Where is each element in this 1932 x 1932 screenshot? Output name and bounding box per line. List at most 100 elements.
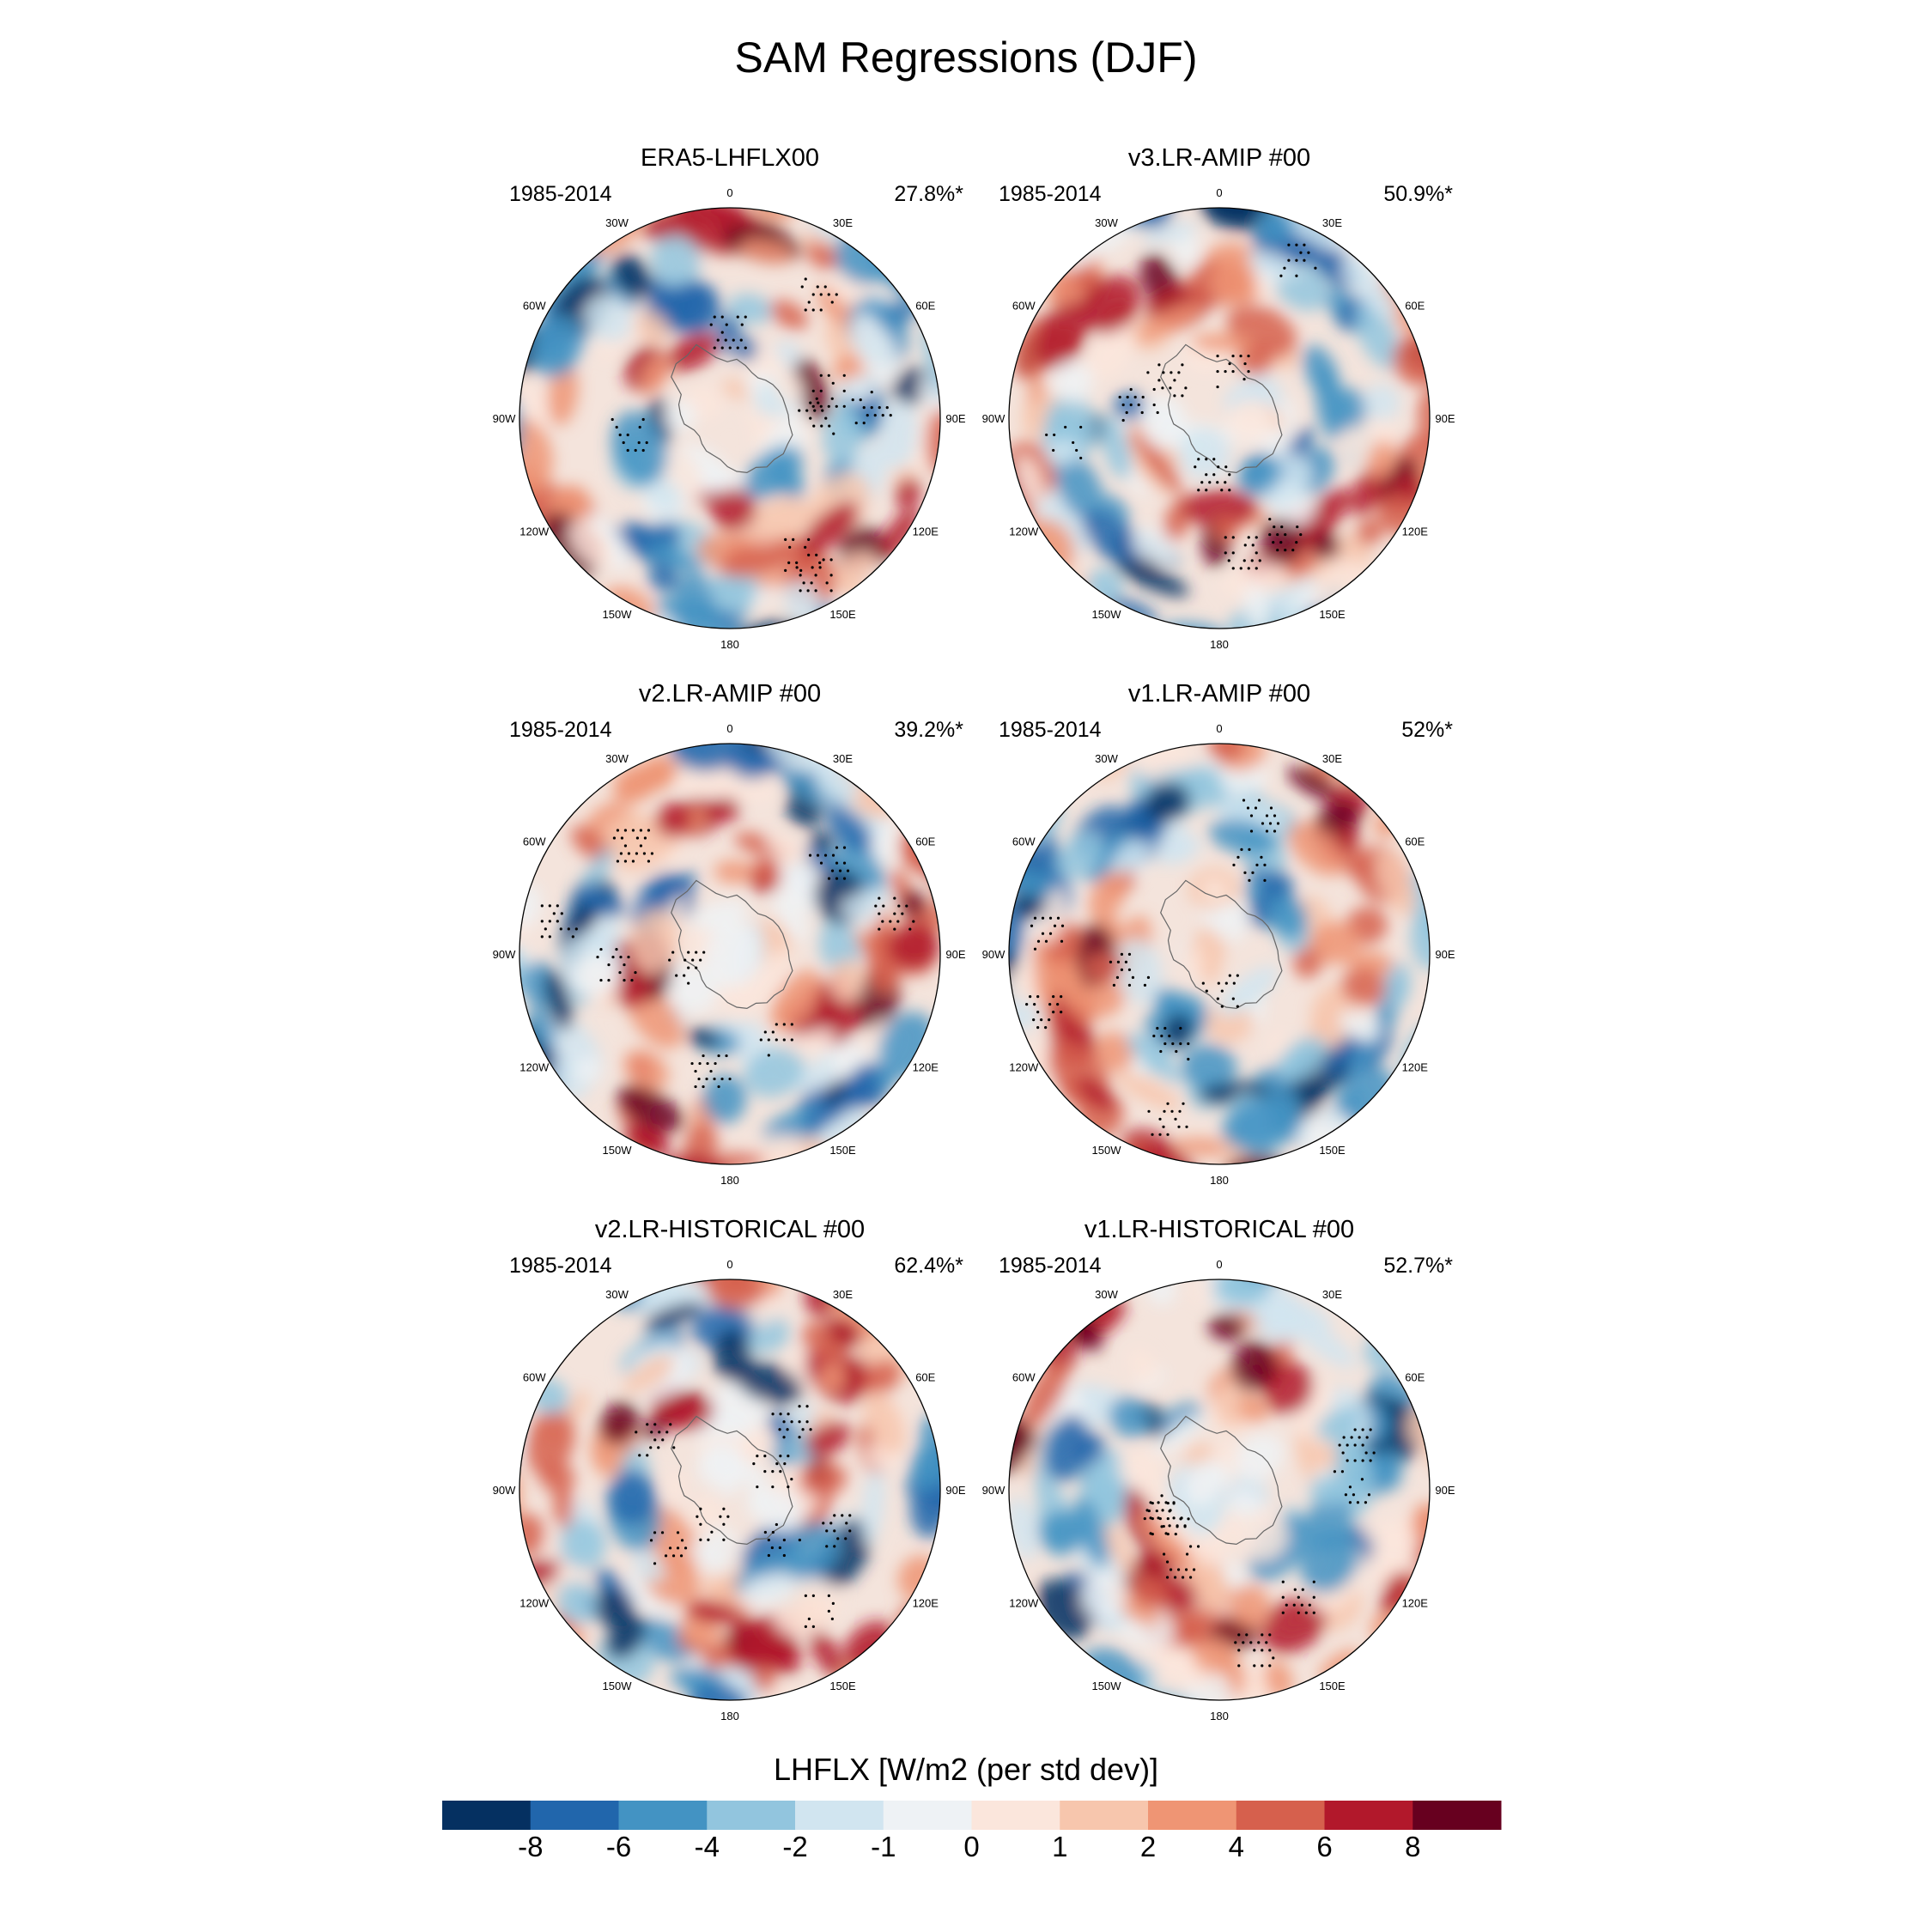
map-boundary <box>1008 743 1431 1165</box>
longitude-label: 120E <box>1402 526 1429 538</box>
longitude-label: 120W <box>1009 526 1039 538</box>
map-panel: ERA5-LHFLX00 1985-2014 27.8%* 0 30E 60E 90E… <box>464 144 996 651</box>
map-boundary <box>1008 207 1431 629</box>
longitude-label: 30W <box>1095 752 1118 765</box>
antarctica-coastline <box>671 343 793 474</box>
longitude-label: 30E <box>1322 1288 1342 1301</box>
panel-title: v1.LR-HISTORICAL #00 <box>1084 1216 1355 1243</box>
longitude-label: 60W <box>1012 835 1036 848</box>
longitude-label: 60W <box>1012 1371 1036 1384</box>
colorbar-tick-label: -4 <box>694 1831 720 1862</box>
panel-title: v2.LR-AMIP #00 <box>638 680 822 708</box>
longitude-label: 120E <box>1402 1597 1429 1610</box>
antarctica-coastline <box>671 1415 793 1546</box>
longitude-label: 30E <box>833 216 853 229</box>
colorbar-tick-label: 1 <box>1052 1831 1068 1862</box>
longitude-label: 120W <box>519 1597 550 1610</box>
longitude-label: 120W <box>1009 1061 1039 1074</box>
longitude-label: 90W <box>982 1484 1005 1497</box>
colorbar-tick-label: 8 <box>1405 1831 1421 1862</box>
longitude-label: 0 <box>1216 1258 1222 1271</box>
longitude-label: 0 <box>1216 186 1222 199</box>
longitude-label: 150E <box>829 1680 856 1692</box>
longitude-label: 120W <box>1009 1597 1039 1610</box>
map-boundary <box>519 1279 941 1701</box>
colorbar-tick-label: -2 <box>782 1831 808 1862</box>
colorbar-segment <box>618 1801 708 1830</box>
period-label: 1985-2014 <box>999 718 1102 742</box>
colorbar-segment <box>1148 1801 1237 1830</box>
longitude-label: 180 <box>1210 638 1229 651</box>
longitude-label: 180 <box>720 638 739 651</box>
longitude-label: 180 <box>720 1174 739 1187</box>
colorbar-segment <box>530 1801 619 1830</box>
map-panel: v2.LR-AMIP #00 1985-2014 39.2%* 0 30E 60E 9… <box>464 680 996 1187</box>
polar-map: 0 30E 60E 90E 120E 150E 180 150W 120W 90W 60W 30W <box>982 722 1455 1187</box>
longitude-label: 0 <box>726 722 732 735</box>
antarctica-coastline <box>1160 1415 1283 1546</box>
map-panel: v1.LR-HISTORICAL #00 1985-2014 52.7%* 0 3… <box>953 1216 1485 1722</box>
period-label: 1985-2014 <box>999 182 1102 206</box>
polar-map: 0 30E 60E 90E 120E 150E 180 150W 120W 90W 60W 30W <box>493 186 966 651</box>
antarctica-coastline <box>1160 879 1283 1010</box>
longitude-label: 150E <box>829 608 856 621</box>
panel-title: v2.LR-HISTORICAL #00 <box>594 1216 866 1243</box>
antarctica-coastline <box>1160 343 1283 474</box>
variance-percent: 27.8%* <box>894 182 963 206</box>
longitude-label: 60E <box>1405 1371 1425 1384</box>
longitude-label: 60W <box>523 835 546 848</box>
longitude-label: 150E <box>1319 1144 1346 1157</box>
colorbar-segment <box>883 1801 972 1830</box>
colorbar-tick-label: 0 <box>963 1831 980 1862</box>
colorbar-segment <box>1060 1801 1149 1830</box>
longitude-label: 180 <box>1210 1710 1229 1722</box>
significance-stippling <box>1025 799 1280 1136</box>
longitude-label: 90E <box>1435 948 1455 961</box>
significance-stippling <box>1045 243 1317 570</box>
variance-percent: 50.9%* <box>1383 182 1453 206</box>
panel-title: v3.LR-AMIP #00 <box>1127 144 1311 172</box>
variance-percent: 52%* <box>1401 718 1453 742</box>
longitude-label: 30W <box>1095 216 1118 229</box>
colorbar-segment <box>442 1801 532 1830</box>
longitude-label: 150W <box>1092 1144 1122 1157</box>
longitude-label: 150W <box>1092 1680 1122 1692</box>
significance-stippling <box>540 829 915 1089</box>
longitude-label: 90W <box>493 412 516 425</box>
colorbar-segment <box>795 1801 884 1830</box>
longitude-label: 120E <box>913 526 939 538</box>
period-label: 1985-2014 <box>999 1254 1102 1278</box>
longitude-label: 0 <box>1216 722 1222 735</box>
longitude-label: 150E <box>829 1144 856 1157</box>
longitude-label: 120E <box>913 1061 939 1074</box>
period-label: 1985-2014 <box>509 1254 612 1278</box>
longitude-label: 90E <box>945 1484 965 1497</box>
polar-map: 0 30E 60E 90E 120E 150E 180 150W 120W 90W 60W 30W <box>493 722 966 1187</box>
polar-map: 0 30E 60E 90E 120E 150E 180 150W 120W 90W 60W 30W <box>982 186 1455 651</box>
longitude-label: 60E <box>915 300 935 313</box>
colorbar-title: LHFLX [W/m2 (per std dev)] <box>773 1752 1159 1787</box>
panel-title: v1.LR-AMIP #00 <box>1127 680 1311 708</box>
longitude-label: 90E <box>945 948 965 961</box>
significance-stippling <box>611 277 892 592</box>
longitude-label: 120W <box>519 526 550 538</box>
longitude-label: 90E <box>1435 412 1455 425</box>
longitude-label: 0 <box>726 1258 732 1271</box>
colorbar-segment <box>1236 1801 1325 1830</box>
variance-percent: 62.4%* <box>894 1254 963 1278</box>
figure-title: SAM Regressions (DJF) <box>734 33 1198 82</box>
longitude-label: 60E <box>915 835 935 848</box>
longitude-label: 60E <box>1405 835 1425 848</box>
longitude-label: 30E <box>1322 752 1342 765</box>
longitude-label: 30E <box>833 1288 853 1301</box>
longitude-label: 30W <box>1095 1288 1118 1301</box>
colorbar-segment <box>707 1801 796 1830</box>
map-boundary <box>519 207 941 629</box>
panel-title: ERA5-LHFLX00 <box>641 144 819 172</box>
longitude-label: 150W <box>603 1680 633 1692</box>
longitude-label: 150W <box>1092 608 1122 621</box>
variance-percent: 39.2%* <box>894 718 963 742</box>
colorbar-tick-label: -6 <box>605 1831 632 1862</box>
longitude-label: 30E <box>1322 216 1342 229</box>
map-panel: v3.LR-AMIP #00 1985-2014 50.9%* 0 30E 60E 9… <box>953 144 1485 651</box>
